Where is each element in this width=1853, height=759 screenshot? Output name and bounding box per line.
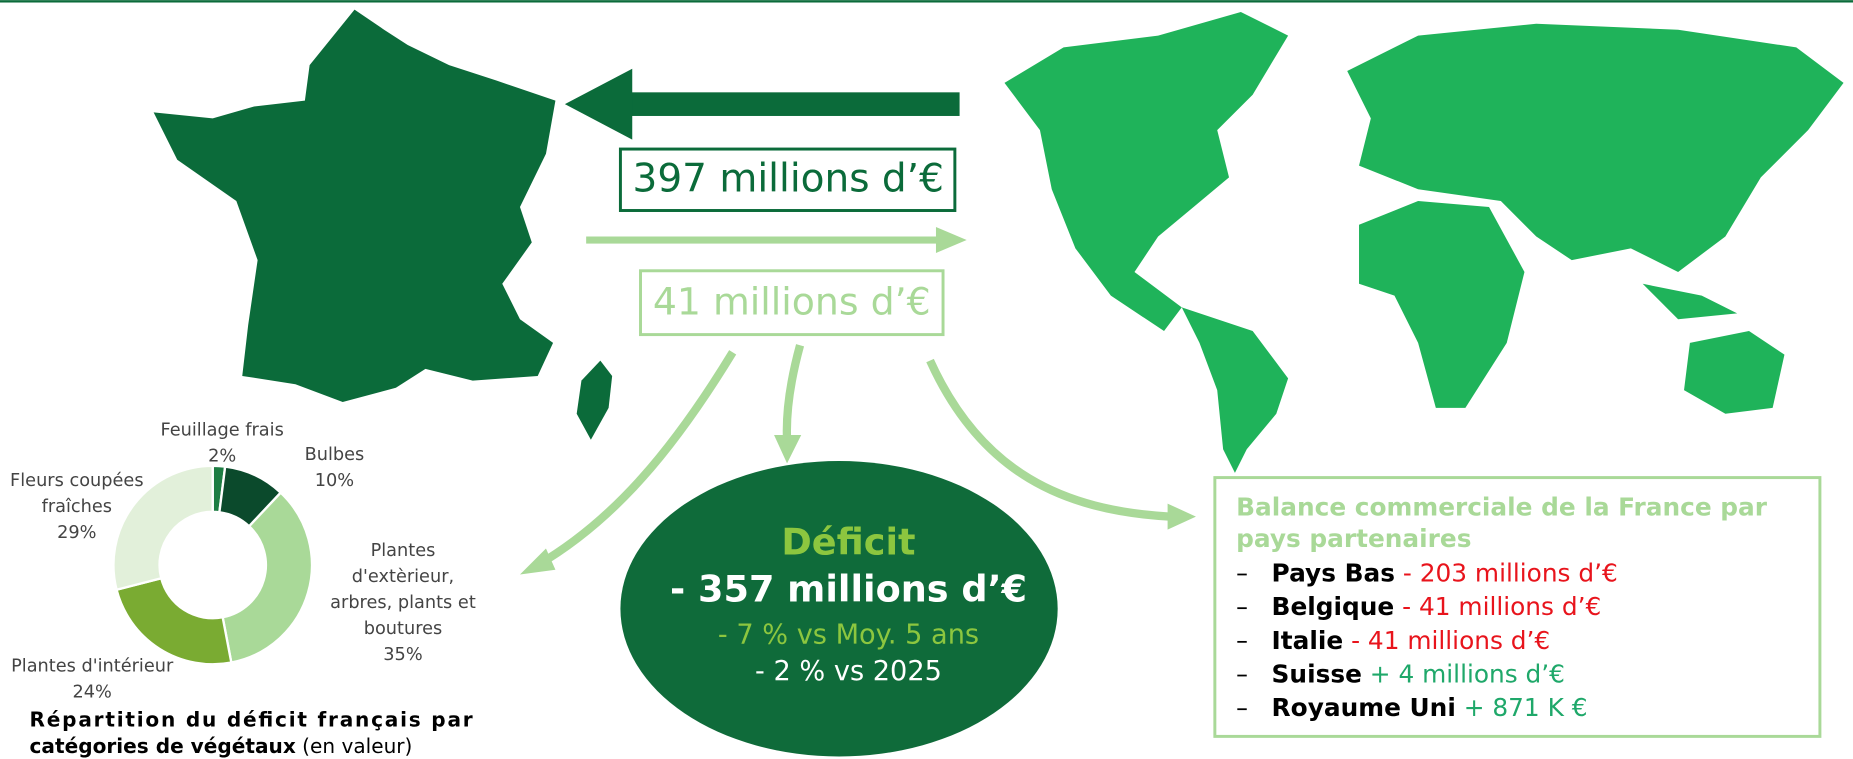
slice-label: Plantes — [371, 541, 436, 561]
donut-slice — [221, 491, 314, 664]
deficit-title: Déficit — [781, 520, 915, 563]
partner-country: Italie — [1272, 626, 1344, 655]
france-map — [153, 9, 556, 402]
partner-balance: - 203 millions d’€ — [1403, 558, 1618, 587]
deficit-value: - 357 millions d’€ — [670, 568, 1027, 611]
curved-arrows — [535, 344, 1171, 569]
slice-value-label: 35% — [383, 645, 422, 665]
partner-country: Royaume Uni — [1272, 693, 1456, 722]
partner-row: Royaume Uni + 871 K € — [1272, 693, 1588, 722]
import-box — [618, 147, 957, 212]
partner-row: Suisse + 4 millions d’€ — [1272, 660, 1565, 689]
deficit-vs-avg: - 7 % vs Moy. 5 ans — [718, 619, 979, 650]
partner-balance: + 871 K € — [1464, 693, 1588, 722]
deficit-vs-year: - 2 % vs 2025 — [755, 656, 942, 687]
corsica — [576, 360, 613, 440]
slice-value-label: 24% — [72, 683, 111, 703]
slice-label: Fleurs coupées — [10, 471, 144, 491]
top-border — [0, 0, 1853, 3]
partners-box — [1213, 476, 1822, 738]
donut-slice — [112, 464, 214, 592]
partner-row: Italie - 41 millions d’€ — [1272, 626, 1551, 655]
export-value: 41 millions d’€ — [653, 279, 931, 323]
partners-title: Balance commerciale de la France par — [1236, 492, 1768, 521]
arrow-head — [774, 435, 802, 464]
arrow-head — [519, 548, 556, 575]
donut-caption: Répartition du déficit français par — [30, 708, 473, 732]
partners: Balance commerciale de la France par pays… — [1236, 492, 1768, 722]
partner-balance: - 41 millions d’€ — [1351, 626, 1550, 655]
world-map — [1004, 11, 1844, 473]
partner-balance: + 4 millions d’€ — [1370, 660, 1565, 689]
export-box — [639, 269, 945, 337]
partner-row: Pays Bas - 203 millions d’€ — [1272, 558, 1618, 587]
arrow-head — [1167, 503, 1196, 530]
slice-label: boutures — [364, 619, 443, 639]
donut-caption: catégories de végétaux — [30, 734, 296, 758]
import-arrow-shaft — [626, 92, 960, 116]
donut-caption-note: (en valeur) — [302, 734, 412, 758]
slice-value-label: 29% — [57, 523, 96, 543]
donut-caption: catégories de végétaux (en valeur) — [30, 734, 413, 758]
import-value: 397 millions d’€ — [633, 156, 944, 201]
partner-country: Belgique — [1272, 592, 1395, 621]
donut-chart: Feuillage frais 2% Bulbes 10% Plantes d'extèr… — [10, 420, 476, 702]
slice-label: fraîches — [42, 497, 112, 517]
slice-label: Plantes d'intérieur — [11, 657, 174, 677]
slice-label: Feuillage frais — [161, 420, 284, 440]
donut-slice — [115, 576, 233, 666]
partners-title: pays partenaires — [1236, 524, 1471, 553]
partner-country: Pays Bas — [1272, 558, 1395, 587]
partner-row: Belgique - 41 millions d’€ — [1272, 592, 1602, 621]
slice-value-label: 2% — [208, 446, 236, 466]
partner-balance: - 41 millions d’€ — [1402, 592, 1601, 621]
slice-label: d'extèrieur, — [352, 567, 454, 587]
import-arrow-head — [564, 68, 633, 140]
partner-country: Suisse — [1272, 660, 1362, 689]
deficit-ellipse — [620, 461, 1058, 757]
export-arrow-shaft — [586, 236, 941, 244]
slice-value-label: 10% — [315, 471, 354, 491]
slice-label: arbres, plants et — [330, 593, 476, 613]
slice-label: Bulbes — [305, 445, 365, 465]
export-arrow-head — [935, 227, 967, 254]
